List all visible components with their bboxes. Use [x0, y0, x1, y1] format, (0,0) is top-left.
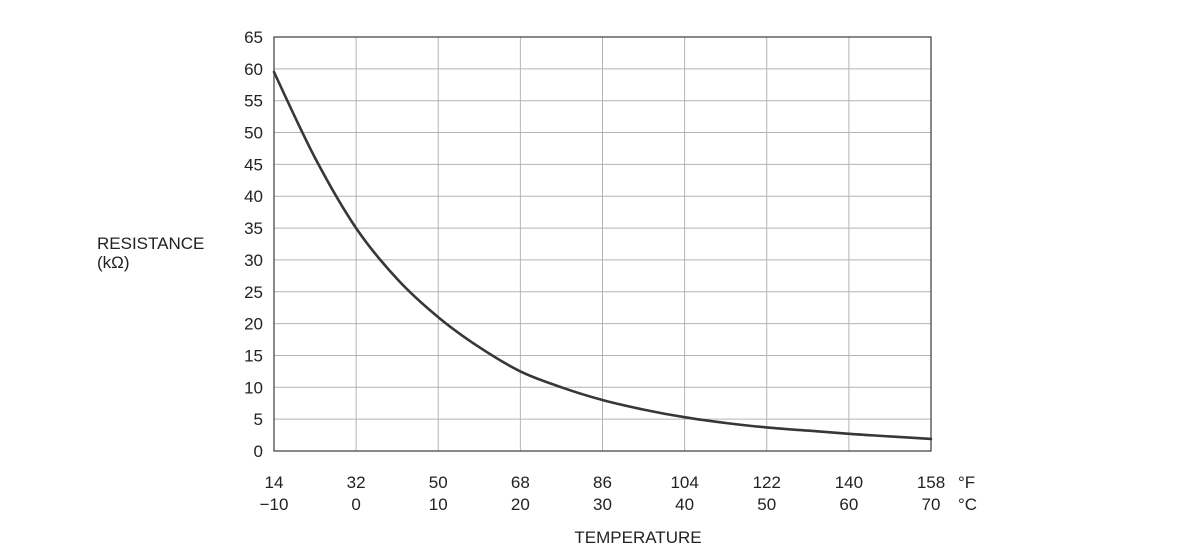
series-line [272, 70, 933, 441]
x-tick-label-fahrenheit: 104 [670, 473, 698, 492]
grid [273, 36, 932, 452]
y-tick-label: 65 [244, 28, 263, 47]
x-tick-label-celsius: 0 [351, 495, 360, 514]
y-tick-label: 45 [244, 155, 263, 174]
x-tick-label-celsius: 50 [757, 495, 776, 514]
y-tick-label: 35 [244, 219, 263, 238]
x-tick-labels: 14 −10 32 0 50 10 68 20 86 30 104 40 122 50 140 60 158 70 [260, 473, 946, 514]
x-tick-label-celsius: 40 [675, 495, 694, 514]
y-tick-label: 25 [244, 283, 263, 302]
x-unit-fahrenheit: °F [958, 473, 975, 492]
y-tick-label: 60 [244, 60, 263, 79]
x-tick-label-fahrenheit: 32 [347, 473, 366, 492]
x-tick-label-celsius: 70 [922, 495, 941, 514]
x-tick-label-fahrenheit: 14 [265, 473, 284, 492]
x-tick-label-fahrenheit: 140 [835, 473, 863, 492]
y-tick-label: 10 [244, 378, 263, 397]
y-axis-title: RESISTANCE [97, 234, 205, 253]
x-tick-label-celsius: 20 [511, 495, 530, 514]
plot-frame [273, 36, 932, 452]
y-tick-label: 55 [244, 92, 263, 111]
y-tick-label: 50 [244, 124, 263, 143]
x-tick-label-celsius: 10 [429, 495, 448, 514]
x-tick-label-celsius: 60 [839, 495, 858, 514]
y-tick-label: 5 [254, 410, 263, 429]
x-tick-label-celsius: −10 [260, 495, 289, 514]
x-tick-label-fahrenheit: 50 [429, 473, 448, 492]
y-tick-labels: 0 5 10 15 20 25 30 35 40 45 50 55 60 65 [244, 28, 263, 461]
y-axis-label: RESISTANCE (kΩ) [97, 234, 204, 272]
y-tick-label: 40 [244, 187, 263, 206]
y-tick-label: 30 [244, 251, 263, 270]
y-tick-label: 20 [244, 315, 263, 334]
y-tick-label: 15 [244, 346, 263, 365]
y-tick-label: 0 [254, 442, 263, 461]
y-axis-unit: (kΩ) [97, 253, 130, 272]
x-unit-celsius: °C [958, 495, 977, 514]
x-tick-label-fahrenheit: 158 [917, 473, 945, 492]
x-tick-label-fahrenheit: 86 [593, 473, 612, 492]
x-tick-label-celsius: 30 [593, 495, 612, 514]
x-tick-label-fahrenheit: 122 [753, 473, 781, 492]
x-axis-label: TEMPERATURE [574, 528, 701, 547]
x-tick-label-fahrenheit: 68 [511, 473, 530, 492]
